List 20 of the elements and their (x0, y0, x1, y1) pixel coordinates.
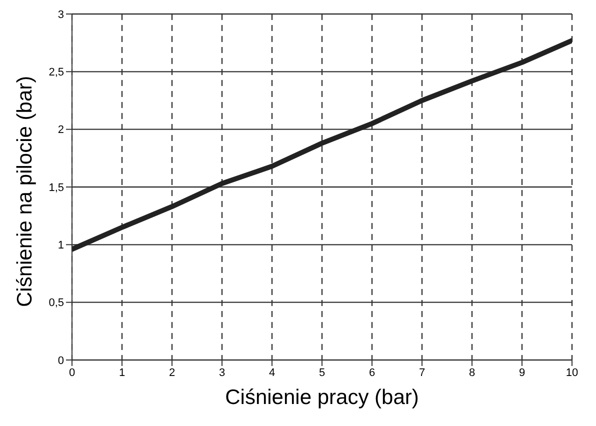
y-tick-label: 1,5 (48, 182, 64, 194)
y-axis-title: Ciśnienie na pilocie (bar) (13, 76, 36, 307)
y-tick-label: 2 (58, 124, 64, 136)
y-tick-label: 1 (58, 240, 64, 252)
y-tick-label: 3 (58, 8, 64, 21)
x-tick-label: 2 (168, 366, 176, 379)
y-tick-label: 0 (58, 354, 64, 367)
x-axis-title: Ciśnienie pracy (bar) (225, 386, 419, 409)
y-tick-label: 0,5 (48, 297, 64, 310)
x-tick-label: 10 (566, 366, 578, 379)
x-tick-label: 1 (118, 366, 126, 379)
x-tick-label: 7 (418, 366, 426, 379)
x-tick-label: 4 (268, 366, 276, 379)
x-tick-label: 3 (218, 366, 226, 379)
x-tick-label: 8 (468, 366, 476, 379)
y-tick-label: 2,5 (48, 66, 64, 79)
x-tick-label: 9 (518, 366, 526, 379)
x-tick-label: 0 (68, 366, 76, 379)
x-tick-label: 5 (318, 366, 326, 379)
x-tick-label: 6 (368, 366, 376, 379)
